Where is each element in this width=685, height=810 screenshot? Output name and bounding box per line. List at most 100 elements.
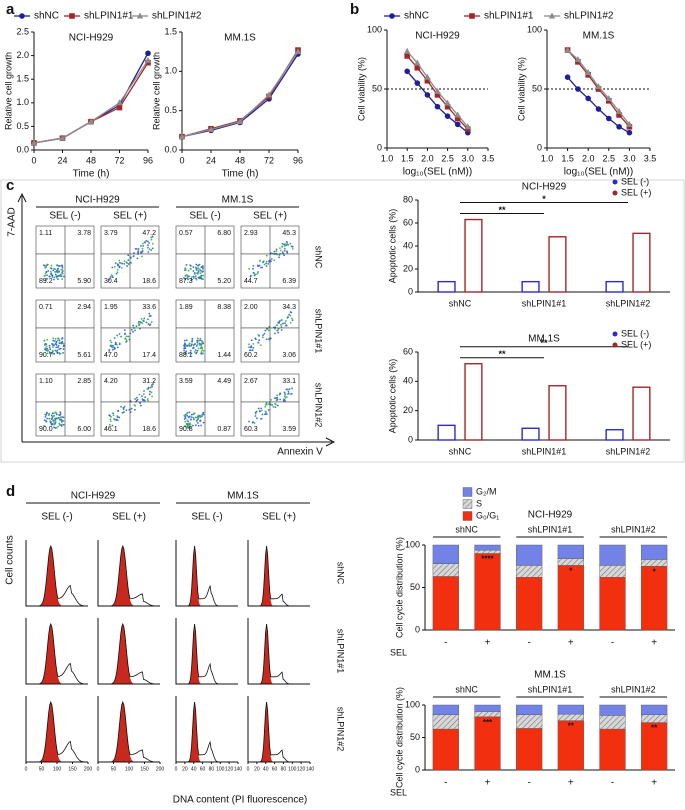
bar-segment (641, 704, 668, 715)
bar-segment (516, 544, 543, 566)
event-dot (249, 274, 252, 277)
event-dot (108, 414, 111, 416)
event-dot (52, 346, 54, 348)
x-tick-label: 3.0 (462, 153, 475, 163)
event-dot (280, 328, 283, 331)
event-dot (184, 347, 187, 350)
quadrant-value: 87.3 (179, 278, 193, 285)
event-dot (126, 265, 129, 267)
point (265, 91, 273, 98)
point (574, 56, 582, 62)
event-dot (54, 411, 57, 414)
x-tick-label: 140 (306, 766, 315, 772)
point (464, 123, 471, 130)
event-dot (186, 419, 189, 422)
event-dot (187, 422, 190, 425)
event-dot (288, 313, 291, 316)
event-dot (46, 347, 49, 350)
bar-segment (557, 558, 584, 566)
point (616, 112, 622, 118)
event-dot (264, 410, 267, 413)
event-dot (114, 341, 117, 344)
event-dot (59, 416, 62, 419)
event-dot (147, 323, 150, 325)
event-dot (108, 278, 111, 281)
event-dot (196, 349, 199, 352)
event-dot (129, 257, 132, 260)
event-dot (264, 329, 267, 332)
event-dot (130, 328, 133, 331)
event-dot (284, 400, 286, 402)
event-dot (266, 328, 268, 330)
condition-label: SEL (-) (189, 211, 220, 222)
event-dot (256, 272, 259, 275)
y-tick-label: 1.5 (16, 74, 29, 84)
event-dot (54, 337, 57, 340)
event-dot (140, 244, 142, 247)
event-dot (112, 414, 115, 417)
event-dot (260, 417, 263, 420)
event-dot (289, 393, 292, 396)
event-dot (45, 414, 47, 417)
event-dot (116, 343, 118, 346)
event-dot (140, 317, 143, 320)
event-dot (196, 343, 199, 346)
chart-title: NCI-H929 (69, 33, 114, 44)
point (626, 120, 633, 127)
event-dot (250, 346, 253, 349)
event-dot (134, 329, 136, 332)
y-tick-label: 60 (403, 346, 413, 356)
event-dot (199, 415, 202, 418)
event-dot (280, 318, 283, 321)
event-dot (281, 251, 284, 254)
event-dot (57, 267, 59, 270)
x-tick-label: 140 (234, 766, 243, 772)
event-dot (278, 320, 281, 322)
event-dot (259, 344, 262, 347)
event-dot (286, 251, 289, 254)
event-dot (142, 245, 145, 247)
event-dot (197, 276, 200, 279)
event-dot (55, 341, 58, 344)
bar-segment (474, 704, 501, 712)
quadrant-value: 2.67 (244, 378, 258, 385)
event-dot (150, 321, 153, 323)
event-dot (251, 349, 254, 352)
x-tick-label: 200 (84, 766, 93, 772)
event-dot (59, 414, 61, 417)
x-tick-label: + (568, 638, 574, 649)
legend-label: SEL (+) (621, 339, 651, 349)
point (605, 94, 612, 101)
x-tick-label: + (651, 638, 657, 649)
x-tick-label: + (485, 778, 491, 789)
legend-swatch (462, 487, 473, 497)
event-dot (146, 388, 149, 390)
event-dot (251, 421, 254, 424)
row-label: shLPIN1#2 (314, 383, 324, 428)
event-dot (200, 339, 203, 342)
event-dot (138, 327, 141, 330)
y-tick-label: 100 (405, 699, 420, 709)
event-dot (183, 339, 186, 342)
histogram-outline (248, 545, 310, 607)
event-dot (53, 276, 56, 279)
event-dot (59, 412, 62, 415)
event-dot (265, 254, 268, 257)
x-tick-label: + (651, 778, 657, 789)
event-dot (199, 420, 202, 422)
event-dot (46, 350, 49, 352)
event-dot (184, 274, 187, 277)
event-dot (262, 260, 265, 263)
event-dot (188, 345, 191, 347)
event-dot (51, 351, 54, 353)
event-dot (198, 344, 201, 346)
event-dot (252, 264, 255, 267)
legend-label: shLPIN1#2 (152, 11, 202, 22)
event-dot (195, 345, 198, 347)
point (575, 86, 581, 92)
event-dot (141, 398, 144, 401)
event-dot (44, 415, 47, 418)
bar (464, 218, 483, 293)
quadrant-value: 3.59 (179, 378, 193, 385)
